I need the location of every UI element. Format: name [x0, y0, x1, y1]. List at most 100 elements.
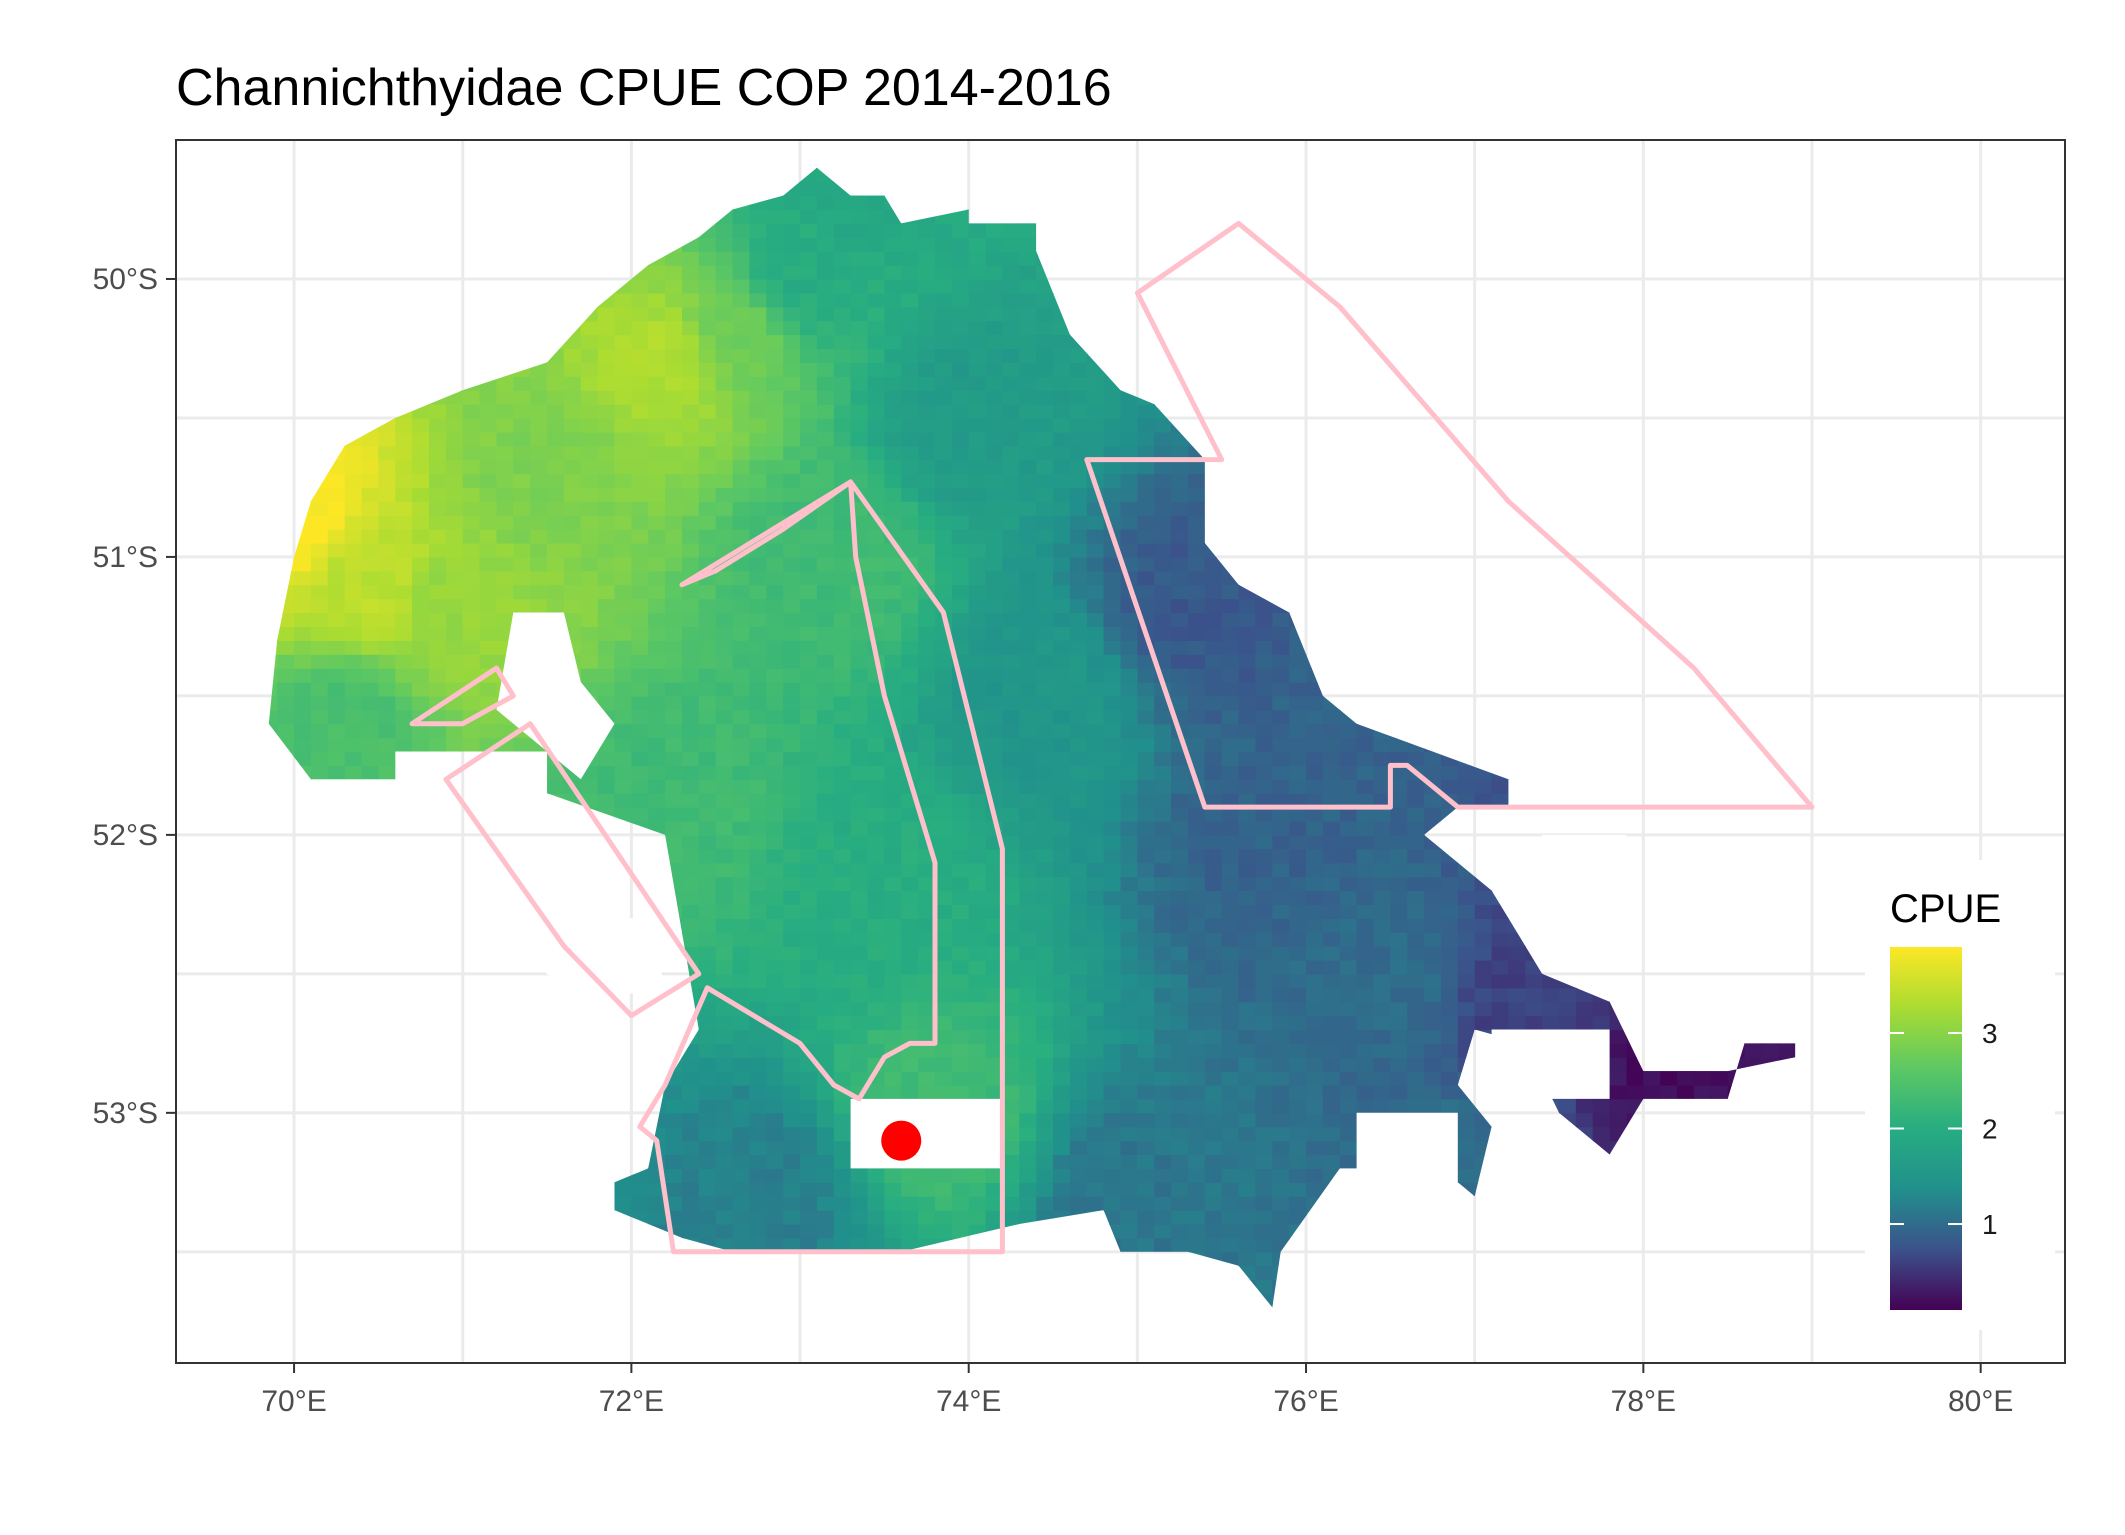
cpue-cell [800, 862, 818, 878]
cpue-cell [1188, 1237, 1206, 1253]
cpue-cell [1002, 445, 1020, 461]
cpue-cell [665, 848, 683, 864]
cpue-cell [1019, 1071, 1037, 1086]
cpue-cell [715, 709, 734, 725]
cpue-cell [462, 515, 481, 530]
cpue-cell [698, 932, 717, 947]
cpue-cell [1069, 821, 1088, 836]
cpue-cell [1137, 973, 1155, 989]
cpue-cell [1103, 918, 1122, 933]
cpue-cell [918, 1001, 936, 1017]
cpue-cell [294, 570, 312, 586]
cpue-cell [766, 404, 784, 419]
cpue-cell [884, 612, 902, 627]
cpue-cell [985, 918, 1004, 933]
cpue-cell [901, 626, 919, 641]
cpue-cell [614, 543, 632, 558]
cpue-cell [378, 626, 396, 641]
cpue-cell [901, 862, 919, 878]
cpue-cell [1036, 306, 1054, 322]
cpue-cell [1036, 946, 1054, 961]
cpue-cell [850, 390, 869, 405]
cpue-cell [429, 737, 447, 753]
cpue-cell [783, 418, 801, 433]
cpue-cell [783, 265, 801, 280]
cpue-cell [766, 1112, 784, 1128]
cpue-cell [648, 751, 666, 766]
cpue-cell [951, 376, 970, 391]
cpue-cell [901, 487, 919, 502]
cpue-cell [783, 723, 801, 739]
cpue-cell [1103, 612, 1122, 627]
cpue-cell [918, 431, 936, 447]
cpue-cell [1053, 445, 1071, 461]
cpue-cell [985, 1001, 1004, 1017]
cpue-cell [935, 251, 953, 266]
cpue-cell [1171, 1029, 1189, 1044]
cpue-cell [1069, 737, 1088, 753]
cpue-cell [1171, 682, 1189, 697]
cpue-cell [1103, 1071, 1122, 1086]
cpue-cell [951, 973, 970, 989]
cpue-cell [884, 223, 902, 238]
cpue-cell [1171, 918, 1189, 933]
cpue-cell [732, 473, 751, 488]
cpue-cell [1204, 876, 1223, 892]
cpue-cell [766, 973, 784, 989]
cpue-cell [884, 501, 902, 516]
cpue-cell [749, 1196, 767, 1211]
cpue-cell [867, 946, 885, 961]
cpue-cell [833, 1043, 852, 1058]
cpue-cell [1019, 1112, 1037, 1128]
cpue-cell [361, 640, 379, 655]
cpue-cell [1103, 445, 1122, 461]
cpue-cell [1053, 876, 1071, 892]
cpue-cell [665, 695, 683, 711]
cpue-cell [1069, 1196, 1088, 1211]
cpue-cell [1019, 1126, 1037, 1142]
cpue-cell [530, 418, 548, 433]
cpue-cell [378, 570, 396, 586]
cpue-cell [749, 987, 767, 1003]
cpue-cell [884, 584, 902, 600]
cpue-cell [1154, 1140, 1172, 1156]
cpue-cell [935, 1196, 953, 1211]
cpue-cell [597, 473, 616, 488]
cpue-cell [816, 292, 835, 308]
cpue-cell [800, 1015, 818, 1031]
cpue-cell [513, 459, 531, 475]
cpue-cell [648, 487, 666, 502]
cpue-cell [698, 1043, 717, 1058]
cpue-cell [1204, 973, 1223, 989]
cpue-cell [1120, 640, 1138, 655]
cpue-cell [850, 737, 869, 753]
cpue-cell [783, 195, 801, 211]
cpue-cell [1221, 904, 1240, 919]
cpue-cell [1086, 445, 1105, 461]
cpue-cell [1036, 515, 1054, 530]
cpue-cell [1086, 1126, 1105, 1142]
cpue-cell [361, 612, 379, 627]
cpue-cell [935, 862, 953, 878]
cpue-cell [951, 292, 970, 308]
cpue-cell [563, 404, 582, 419]
cpue-cell [597, 515, 616, 530]
cpue-cell [833, 431, 852, 447]
cpue-cell [1103, 1085, 1122, 1100]
cpue-cell [1002, 306, 1020, 322]
cpue-cell [1002, 431, 1020, 447]
cpue-cell [597, 668, 616, 683]
cpue-cell [833, 807, 852, 822]
cpue-cell [884, 598, 902, 614]
cpue-cell [1069, 473, 1088, 488]
cpue-cell [1036, 834, 1054, 850]
cpue-cell [665, 1085, 683, 1100]
cpue-cell [631, 334, 649, 350]
cpue-cell [1036, 1057, 1054, 1072]
cpue-cell [968, 362, 987, 377]
cpue-cell [749, 654, 767, 669]
cpue-cell [833, 445, 852, 461]
cpue-cell [1086, 751, 1105, 766]
cpue-cell [800, 487, 818, 502]
cpue-cell [766, 1182, 784, 1197]
